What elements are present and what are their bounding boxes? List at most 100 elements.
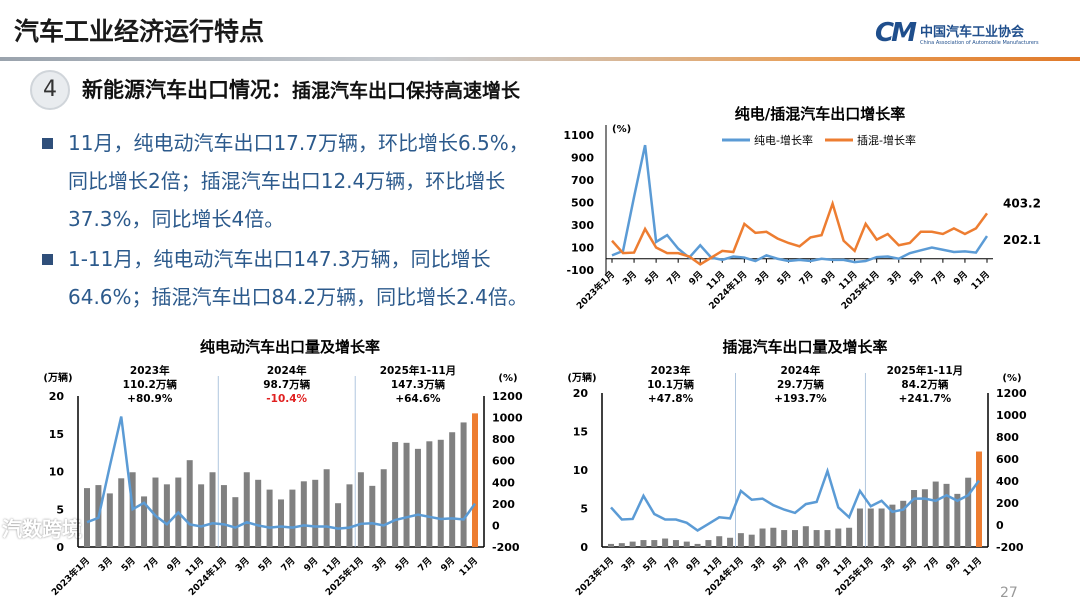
page-number: 27 <box>1000 585 1018 601</box>
bar <box>118 478 125 547</box>
bullet-item: 11月，纯电动汽车出口17.7万辆，环比增长6.5%，同比增长2倍；插混汽车出口… <box>40 124 540 238</box>
x-tick-label: 5月 <box>907 269 926 288</box>
annotation-growth: +47.8% <box>648 393 694 405</box>
x-tick-label: 7月 <box>922 555 941 574</box>
y-unit: (%) <box>612 124 631 135</box>
bar <box>770 527 777 547</box>
heading-bold: 新能源汽车出口情况： <box>82 78 292 102</box>
x-tick-label: 5月 <box>641 555 660 574</box>
y-tick-label-right: 1000 <box>492 412 523 425</box>
bar <box>255 479 262 547</box>
bar <box>976 451 982 547</box>
y-unit-right: (%) <box>498 373 517 384</box>
x-tick-label: 5月 <box>771 555 790 574</box>
bar <box>911 490 918 547</box>
x-tick-label: 11月 <box>457 555 480 578</box>
y-tick-label: 900 <box>571 152 594 165</box>
bar <box>900 500 907 547</box>
logo-cn: 中国汽车工业协会 <box>919 24 1024 40</box>
bar <box>220 485 227 547</box>
bar <box>414 448 421 547</box>
annotation-growth: +193.7% <box>774 393 827 405</box>
annotation-volume: 98.7万辆 <box>263 378 310 391</box>
bar <box>300 481 307 547</box>
x-tick-label: 9月 <box>687 269 706 288</box>
y-tick-label-right: 200 <box>492 498 515 511</box>
bar <box>437 439 444 547</box>
bar <box>932 481 939 547</box>
x-tick-label: 3月 <box>96 555 115 574</box>
section-heading: 新能源汽车出口情况：插混汽车出口保持高速增长 <box>82 74 520 104</box>
annotation-growth: -10.4% <box>266 393 307 405</box>
series-line-phev <box>611 199 989 266</box>
caam-logo: CM 中国汽车工业协会 China Association of Automob… <box>875 18 1039 48</box>
x-tick-label: 5月 <box>775 269 794 288</box>
x-tick-label: 5月 <box>256 555 275 574</box>
bar <box>232 497 239 547</box>
x-tick-label: 9月 <box>814 555 833 574</box>
x-tick-label: 7月 <box>797 269 816 288</box>
annotation-growth: +80.9% <box>127 393 173 405</box>
page-title: 汽车工业经济运行特点 <box>14 17 265 46</box>
bar <box>835 528 842 547</box>
header-divider <box>0 57 1080 61</box>
bar <box>289 489 296 547</box>
x-tick-label: 5月 <box>643 269 662 288</box>
y-tick-label-right: 600 <box>996 453 1019 466</box>
chart-title: 纯电/插混汽车出口增长率 <box>735 105 905 123</box>
annotation-year: 2023年 <box>651 364 691 377</box>
bar <box>813 530 820 547</box>
annotation-growth: +64.6% <box>395 393 441 405</box>
bullet-item: 1-11月，纯电动汽车出口147.3万辆，同比增长64.6%；插混汽车出口84.… <box>40 240 540 316</box>
annotation-year: 2024年 <box>267 364 307 377</box>
x-tick-label: 3月 <box>879 555 898 574</box>
bar <box>954 493 961 547</box>
bar <box>84 488 90 547</box>
bar <box>106 493 113 547</box>
bar <box>312 479 319 547</box>
x-tick-label: 7月 <box>665 269 684 288</box>
bar <box>629 541 636 547</box>
y-tick-label: 700 <box>571 174 594 187</box>
y-unit-left: (万辆) <box>567 371 596 384</box>
y-tick-label-left: 20 <box>49 390 65 403</box>
bar <box>460 422 467 547</box>
y-tick-label: -100 <box>566 264 594 277</box>
bar <box>727 537 734 547</box>
y-tick-label-left: 0 <box>580 541 588 554</box>
bar <box>672 540 679 547</box>
y-tick-label-left: 10 <box>573 464 589 477</box>
x-tick-label: 7月 <box>792 555 811 574</box>
bar <box>640 540 647 547</box>
y-tick-label-left: 5 <box>56 503 64 516</box>
bar <box>878 508 885 547</box>
y-tick-label-right: 0 <box>492 519 500 532</box>
y-tick-label-right: 400 <box>492 476 515 489</box>
bar <box>472 413 478 547</box>
y-tick-label-right: 1000 <box>996 409 1027 422</box>
x-tick-label: 7月 <box>662 555 681 574</box>
bar <box>759 528 766 547</box>
end-value-label: 202.1 <box>1003 233 1041 247</box>
x-tick-label: 3月 <box>370 555 389 574</box>
y-tick-label: 1100 <box>563 129 594 142</box>
bar <box>748 534 755 547</box>
bar <box>323 469 330 547</box>
bar <box>737 533 744 547</box>
bar <box>403 442 410 547</box>
x-tick-label: 9月 <box>165 555 184 574</box>
y-tick-label-left: 20 <box>573 387 589 400</box>
bar <box>392 442 399 547</box>
legend-label: 纯电-增长率 <box>754 133 813 147</box>
y-tick-label-left: 10 <box>49 466 65 479</box>
annotation-year: 2023年 <box>130 364 170 377</box>
x-tick-label: 9月 <box>684 555 703 574</box>
bar <box>608 543 614 547</box>
growth-line <box>610 467 981 532</box>
y-tick-label-right: 1200 <box>492 390 523 403</box>
x-tick-label: 3月 <box>885 269 904 288</box>
bar <box>651 540 658 547</box>
bar <box>163 484 170 547</box>
x-tick-label: 3月 <box>619 555 638 574</box>
annotation-year: 2024年 <box>781 364 821 377</box>
